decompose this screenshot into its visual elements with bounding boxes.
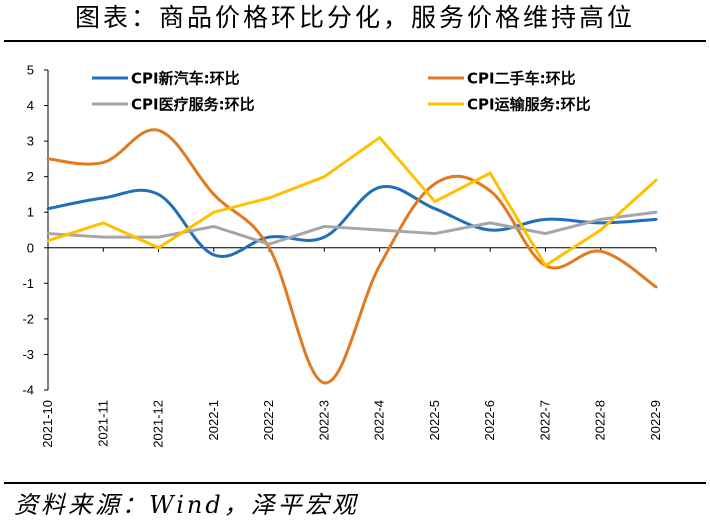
y-tick-label: 5	[27, 63, 34, 78]
x-tick-label: 2021-10	[40, 400, 55, 448]
x-tick-label: 2021-11	[95, 400, 110, 447]
series-line-4	[46, 136, 658, 268]
y-tick-label: -1	[22, 276, 34, 291]
legend-label-1: CPI新汽车:环比	[131, 70, 240, 88]
x-tick-label: 2022-9	[648, 400, 663, 440]
x-tick-label: 2022-2	[261, 400, 276, 440]
x-tick-label: 2022-8	[593, 400, 608, 440]
legend-label-3: CPI医疗服务:环比	[131, 96, 255, 114]
source-divider	[4, 482, 706, 484]
axes-layer: 5 4 3 2 1 0 -1 -2 -3 -4 2021-10 2021-11 2021-12 2022-…	[22, 63, 663, 448]
legend: CPI新汽车:环比 CPI二手车:环比 CPI医疗服务:环比 CPI运输服务:环比	[92, 70, 591, 114]
y-tick-label: 4	[27, 98, 34, 113]
y-tick-label: 3	[27, 134, 34, 149]
y-tick-label: -4	[22, 383, 34, 398]
series-line-3	[46, 210, 658, 246]
y-tick-label: -2	[22, 311, 34, 326]
y-tick-label: 0	[27, 240, 34, 255]
series-line-1	[46, 184, 658, 258]
series-line-2	[46, 128, 658, 385]
source-note: 资料来源：Wind，泽平宏观	[14, 491, 359, 519]
x-tick-label: 2022-3	[316, 400, 331, 440]
y-tick-label: 2	[27, 169, 34, 184]
y-tick-label: 1	[27, 205, 34, 220]
legend-label-2: CPI二手车:环比	[467, 70, 576, 88]
x-tick-label: 2022-1	[206, 400, 221, 440]
title-divider	[4, 40, 706, 42]
x-tick-label: 2022-5	[427, 400, 442, 440]
x-tick-label: 2022-4	[372, 400, 387, 440]
y-tick-label: -3	[22, 347, 34, 362]
x-tick-label: 2021-12	[151, 400, 166, 448]
legend-label-4: CPI运输服务:环比	[467, 96, 591, 114]
x-tick-label: 2022-7	[537, 400, 552, 440]
chart-title: 图表：商品价格环比分化，服务价格维持高位	[74, 3, 635, 32]
x-tick-label: 2022-6	[482, 400, 497, 440]
series-layer	[46, 128, 658, 385]
